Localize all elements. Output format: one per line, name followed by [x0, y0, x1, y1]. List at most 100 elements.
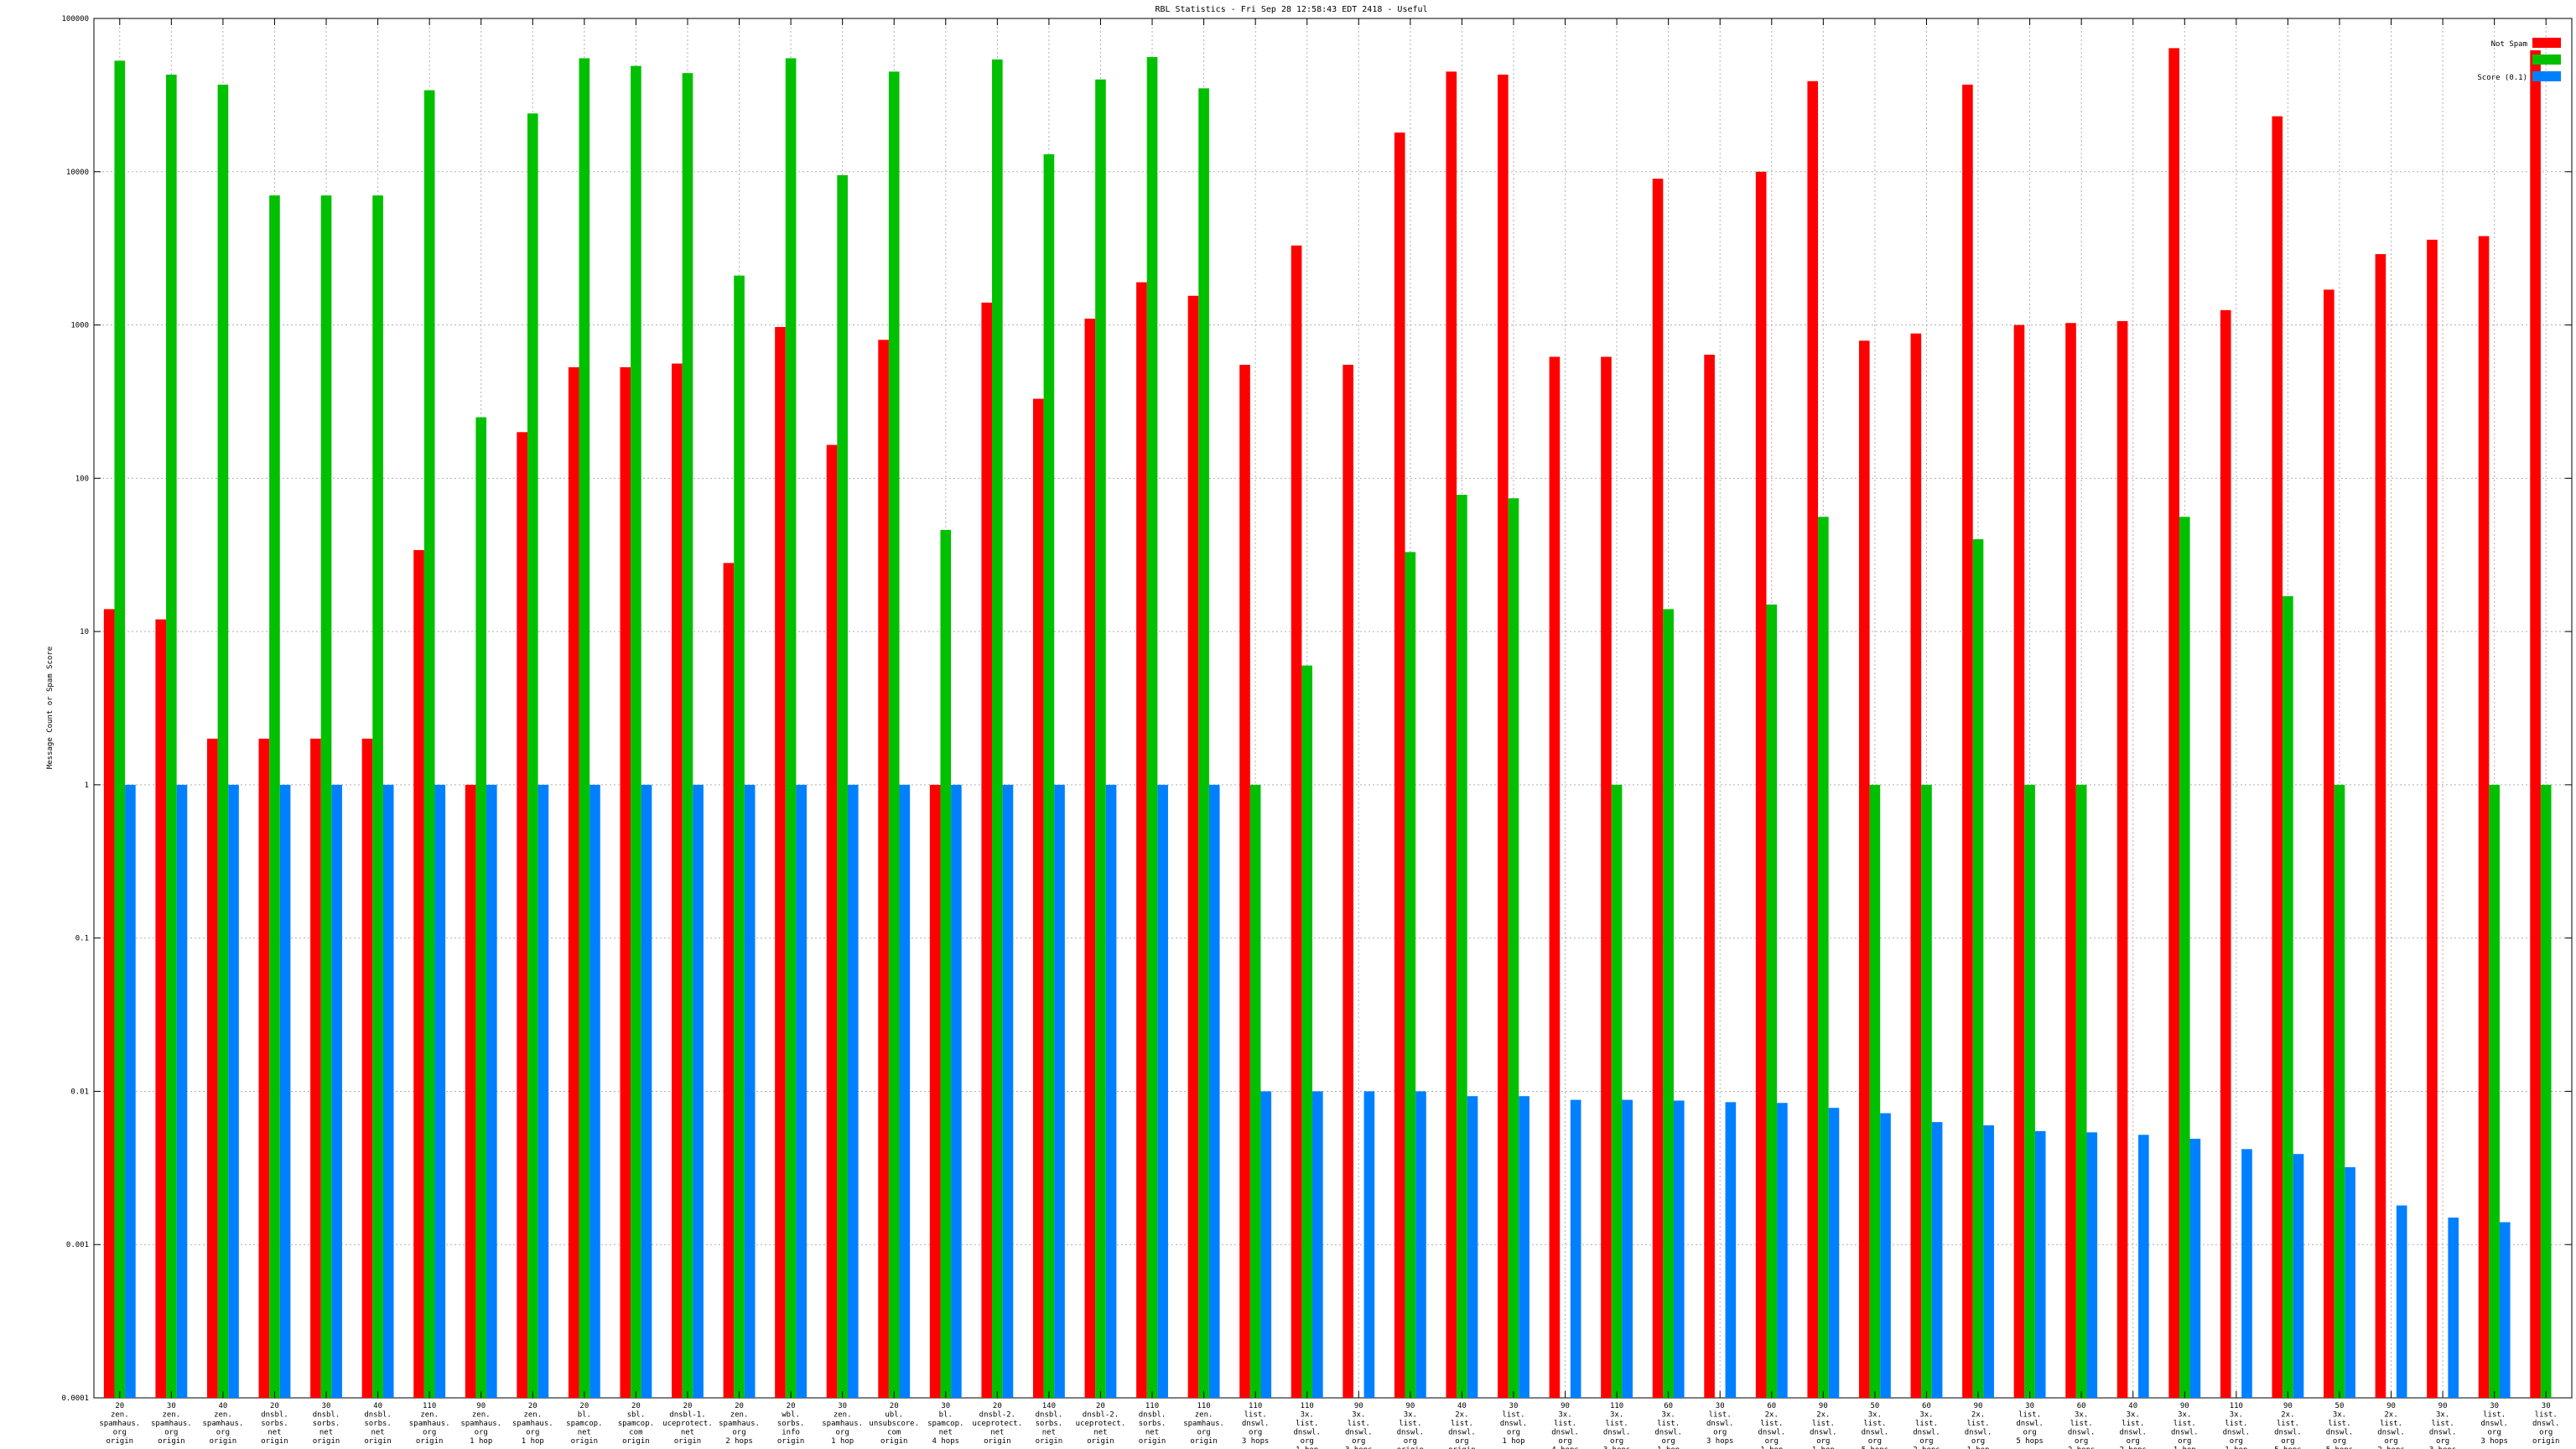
bar-series-3 — [1519, 1096, 1530, 1398]
bar-series-3 — [1157, 784, 1168, 1398]
bar-series-3 — [228, 784, 239, 1398]
bar-series-2 — [734, 275, 745, 1399]
bar-series-1 — [2220, 309, 2231, 1399]
bar-series-1 — [2375, 254, 2386, 1398]
bar-series-1 — [620, 366, 631, 1399]
bar-series-1 — [1652, 179, 1664, 1398]
bar-series-1 — [310, 738, 321, 1398]
bar-series-1 — [1498, 74, 1509, 1399]
bar-series-2 — [2024, 784, 2035, 1398]
x-tick-label: 30 list. dnswl. org 3 hops — [1706, 1402, 1734, 1446]
bar-series-3 — [1467, 1096, 1478, 1398]
x-tick-label: 30 bl. spamcop. net 4 hops — [927, 1402, 963, 1446]
bar-series-2 — [940, 529, 952, 1399]
plot-frame — [93, 18, 2573, 1399]
bar-series-2 — [2334, 784, 2345, 1398]
bar-series-3 — [1622, 1099, 1633, 1398]
bar-series-1 — [981, 302, 993, 1399]
y-axis-ticks: 0.0001 0.001 0.01 0.1 1 10 100 1000 10000 100000 — [61, 15, 2572, 1403]
bar-series-2 — [1095, 79, 1106, 1398]
bar-series-1 — [2478, 236, 2490, 1398]
bar-series-3 — [538, 784, 549, 1398]
bar-series-2 — [631, 65, 641, 1399]
bar-series-3 — [1880, 1113, 1891, 1398]
bar-series-1 — [155, 619, 167, 1398]
x-tick-label: 20 dnsbl-1. uceprotect. net origin — [662, 1402, 713, 1446]
bar-series-3 — [2241, 1149, 2252, 1398]
y-tick-label: 100 — [75, 475, 89, 483]
bar-series-1 — [2427, 239, 2438, 1398]
bar-series-1 — [1187, 295, 1199, 1399]
bar-series-3 — [2345, 1166, 2355, 1398]
x-tick-label: 30 list. dnswl. org 1 hop — [1500, 1402, 1528, 1446]
x-tick-label: 30 zen. spamhaus. org origin — [151, 1402, 192, 1446]
bar-series-3 — [1260, 1091, 1272, 1398]
bar-series-1 — [413, 549, 424, 1398]
bar-series-2 — [1457, 495, 1467, 1398]
bar-series-1 — [2168, 48, 2179, 1398]
bar-series-1 — [2272, 116, 2283, 1398]
bar-series-2 — [1972, 539, 1984, 1398]
bar-series-1 — [1446, 71, 1457, 1399]
bar-series-3 — [589, 784, 600, 1398]
bar-series-3 — [951, 784, 962, 1398]
legend: Not Spam Score (0.1) — [2477, 38, 2561, 82]
legend-label: Score (0.1) — [2477, 74, 2527, 82]
bar-series-2 — [1405, 552, 1416, 1398]
bar-series-1 — [361, 738, 373, 1398]
y-tick-label: 0.001 — [66, 1241, 89, 1249]
bar-series-3 — [2034, 1130, 2046, 1398]
bar-series-3 — [1002, 784, 1014, 1398]
bar-series-1 — [1858, 340, 1870, 1398]
bar-series-1 — [465, 784, 476, 1398]
x-tick-label: 40 dnsbl. sorbs. net origin — [364, 1402, 392, 1446]
bar-series-2 — [579, 58, 590, 1398]
bar-series-3 — [125, 784, 136, 1398]
bar-series-2 — [372, 195, 383, 1398]
bar-series-1 — [1910, 333, 1922, 1398]
bar-series-1 — [1601, 356, 1612, 1399]
bar-series-3 — [899, 784, 911, 1398]
bar-series-3 — [1208, 784, 1220, 1398]
x-tick-label: 110 zen. spamhaus. org origin — [1183, 1402, 1224, 1446]
x-tick-label: 30 dnsbl. sorbs. net origin — [313, 1402, 340, 1446]
bar-series-2 — [1301, 665, 1313, 1398]
x-tick-label: 140 dnsbl. sorbs. net origin — [1036, 1402, 1063, 1446]
bar-series-2 — [2540, 784, 2552, 1398]
bar-series-2 — [1766, 604, 1778, 1398]
legend-swatch — [2532, 38, 2561, 48]
bar-series-1 — [826, 444, 838, 1399]
bar-series-2 — [1869, 784, 1881, 1398]
y-tick-label: 0.01 — [70, 1088, 89, 1096]
bar-series-3 — [2396, 1205, 2407, 1398]
bar-series-2 — [2283, 595, 2293, 1398]
bar-series-1 — [775, 326, 786, 1398]
bar-series-3 — [2293, 1154, 2304, 1398]
bar-series-1 — [2013, 325, 2025, 1398]
bar-series-2 — [1198, 88, 1209, 1398]
bar-series-1 — [2530, 49, 2541, 1399]
bar-series-3 — [641, 784, 652, 1398]
bar-series-3 — [1828, 1108, 1840, 1398]
bar-series-3 — [434, 784, 446, 1398]
bar-series-3 — [1363, 1091, 1375, 1398]
bar-series-2 — [217, 84, 229, 1399]
bar-series-1 — [2116, 320, 2128, 1399]
bar-series-3 — [1673, 1100, 1685, 1398]
bar-series-1 — [1136, 282, 1147, 1398]
bar-series-3 — [1777, 1103, 1788, 1398]
bar-series-1 — [723, 563, 735, 1398]
